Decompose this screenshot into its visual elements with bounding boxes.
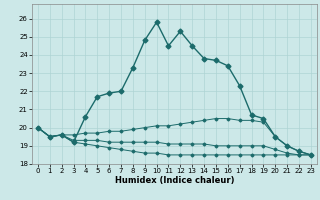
X-axis label: Humidex (Indice chaleur): Humidex (Indice chaleur) — [115, 176, 234, 185]
